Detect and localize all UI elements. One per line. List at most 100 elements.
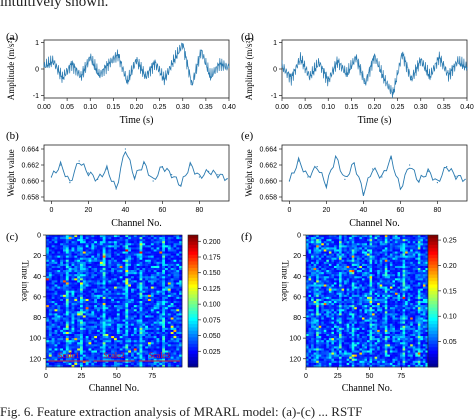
heat-cell	[370, 243, 373, 245]
heat-cell	[72, 336, 75, 338]
heat-cell	[157, 336, 160, 338]
heat-cell	[63, 330, 66, 332]
heat-cell	[46, 313, 49, 315]
heat-cell	[52, 264, 55, 266]
heat-cell	[385, 272, 388, 274]
heat-cell	[142, 301, 145, 303]
heat-cell	[423, 276, 426, 278]
heat-cell	[334, 295, 337, 297]
heat-cell	[387, 241, 390, 243]
heat-cell	[69, 272, 72, 274]
heat-cell	[174, 243, 177, 245]
heat-cell	[162, 268, 165, 270]
heat-cell	[89, 297, 92, 299]
heat-cell	[97, 353, 100, 355]
heat-cell	[367, 285, 370, 287]
heat-cell	[142, 318, 145, 320]
heat-cell	[171, 328, 174, 330]
heat-cell	[83, 357, 86, 359]
heat-cell	[382, 280, 385, 282]
heat-cell	[57, 280, 60, 282]
heat-cell	[413, 264, 416, 266]
heat-cell	[125, 264, 128, 266]
heat-cell	[311, 264, 314, 266]
heat-cell	[324, 264, 327, 266]
heat-cell	[168, 363, 171, 365]
heat-cell	[324, 241, 327, 243]
heat-cell	[125, 340, 128, 342]
heat-cell	[352, 260, 355, 262]
heat-cell	[66, 322, 69, 324]
heat-cell	[410, 282, 413, 284]
heat-cell	[123, 280, 126, 282]
heat-cell	[74, 287, 77, 289]
heat-cell	[60, 278, 63, 280]
heat-cell	[60, 291, 63, 293]
heat-cell	[140, 266, 143, 268]
heat-cell	[100, 276, 103, 278]
heat-cell	[108, 287, 111, 289]
x-tick-label: 0.05	[298, 104, 312, 111]
heat-cell	[57, 282, 60, 284]
y-axis-label: Time index	[20, 261, 30, 302]
heat-cell	[52, 340, 55, 342]
heat-cell	[367, 297, 370, 299]
heat-cell	[174, 278, 177, 280]
heat-cell	[380, 266, 383, 268]
heat-cell	[145, 336, 148, 338]
heat-cell	[344, 241, 347, 243]
heat-cell	[60, 266, 63, 268]
heat-cell	[137, 295, 140, 297]
heat-cell	[145, 274, 148, 276]
heat-cell	[52, 322, 55, 324]
heat-cell	[140, 309, 143, 311]
heat-cell	[420, 280, 423, 282]
heat-cell	[306, 266, 309, 268]
heat-cell	[392, 266, 395, 268]
heat-cell	[408, 278, 411, 280]
heat-cell	[362, 237, 365, 239]
heat-cell	[63, 324, 66, 326]
heat-cell	[168, 326, 171, 328]
heat-cell	[168, 318, 171, 320]
heat-cell	[100, 320, 103, 322]
heat-cell	[331, 303, 334, 305]
heat-cell	[410, 247, 413, 249]
heat-cell	[123, 262, 126, 264]
heat-cell	[349, 241, 352, 243]
heat-cell	[375, 274, 378, 276]
heat-cell	[370, 264, 373, 266]
heat-cell	[174, 318, 177, 320]
heat-cell	[171, 336, 174, 338]
heat-cell	[108, 264, 111, 266]
heat-cell	[114, 301, 117, 303]
heat-cell	[418, 293, 421, 295]
heat-cell	[154, 318, 157, 320]
heat-cell	[377, 247, 380, 249]
heat-cell	[174, 301, 177, 303]
heat-cell	[63, 307, 66, 309]
heat-cell	[159, 346, 162, 348]
heat-cell	[69, 307, 72, 309]
heat-cell	[55, 295, 58, 297]
heat-cell	[57, 270, 60, 272]
heat-cell	[362, 258, 365, 260]
heat-cell	[46, 309, 49, 311]
heat-cell	[357, 278, 360, 280]
heat-cell	[314, 272, 317, 274]
heat-cell	[114, 241, 117, 243]
heat-cell	[69, 291, 72, 293]
heat-cell	[171, 289, 174, 291]
heat-cell	[106, 342, 109, 344]
heat-cell	[408, 245, 411, 247]
heat-cell	[103, 320, 106, 322]
heat-cell	[97, 303, 100, 305]
heat-cell	[151, 336, 154, 338]
heat-cell	[120, 276, 123, 278]
heat-cell	[49, 299, 52, 301]
heat-cell	[114, 264, 117, 266]
heat-cell	[77, 247, 80, 249]
heat-cell	[418, 256, 421, 258]
heat-cell	[342, 256, 345, 258]
heat-cell	[140, 270, 143, 272]
